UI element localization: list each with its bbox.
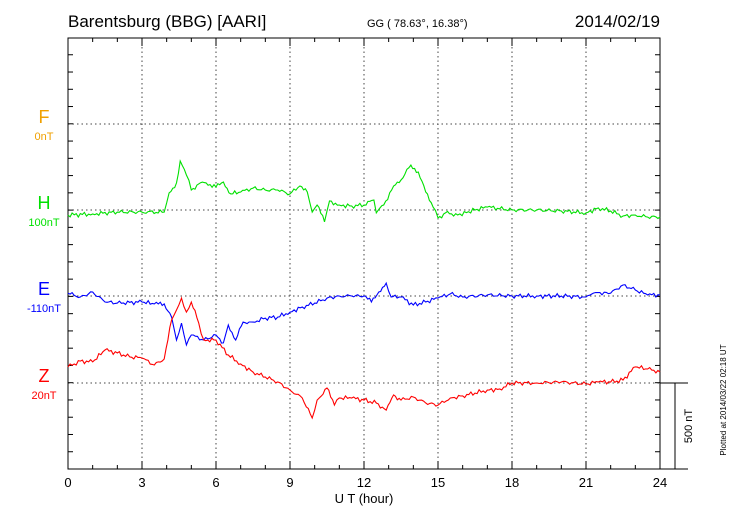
x-tick-label: 21 [579, 475, 593, 490]
plotted-timestamp: Plotted at 2014/03/22 02:18 UT [719, 344, 728, 455]
component-label-Z: Z [39, 366, 50, 386]
baseline-label-Z: 20nT [31, 390, 56, 402]
scale-bar: 500 nT [660, 382, 695, 470]
series-line-E [67, 281, 661, 347]
station-title: Barentsburg (BBG) [AARI] [68, 12, 266, 31]
x-tick-label: 15 [431, 475, 445, 490]
x-tick-label: 3 [138, 475, 145, 490]
component-label-H: H [38, 193, 51, 213]
baseline-label-F: 0nT [35, 131, 54, 143]
baseline-label-E: -110nT [27, 303, 61, 315]
scale-bar-label: 500 nT [683, 409, 695, 444]
station-coords: GG ( 78.63°, 16.38°) [367, 18, 468, 30]
grid [68, 38, 660, 469]
component-label-E: E [38, 279, 50, 299]
series-line-H [67, 159, 661, 223]
component-label-F: F [39, 107, 50, 127]
x-tick-label: 0 [64, 475, 71, 490]
x-tick-label: 6 [212, 475, 219, 490]
series-line-Z [67, 296, 661, 420]
baseline-label-H: 100nT [28, 217, 59, 229]
x-tick-label: 12 [357, 475, 371, 490]
plot-frame [67, 37, 661, 470]
component-labels: F 0nT H 100nT E -110nT Z 20nT [27, 107, 61, 402]
x-axis-label: U T (hour) [335, 491, 394, 506]
x-tick-label: 24 [653, 475, 667, 490]
series-lines [67, 159, 661, 420]
axes: 0 3 6 9 12 15 18 21 24 [64, 37, 667, 490]
x-tick-label: 9 [286, 475, 293, 490]
x-tick-label: 18 [505, 475, 519, 490]
date-label: 2014/02/19 [575, 12, 660, 31]
